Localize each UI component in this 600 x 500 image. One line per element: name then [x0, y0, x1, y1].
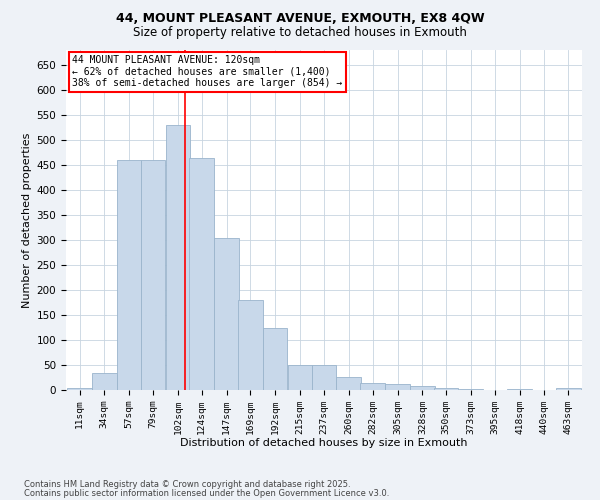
Text: Contains public sector information licensed under the Open Government Licence v3: Contains public sector information licen… — [24, 489, 389, 498]
Bar — [556, 388, 581, 390]
Bar — [67, 388, 92, 390]
Text: 44, MOUNT PLEASANT AVENUE, EXMOUTH, EX8 4QW: 44, MOUNT PLEASANT AVENUE, EXMOUTH, EX8 … — [116, 12, 484, 26]
Bar — [117, 160, 142, 390]
Bar — [458, 389, 483, 390]
Y-axis label: Number of detached properties: Number of detached properties — [22, 132, 32, 308]
Bar — [140, 160, 165, 390]
Bar — [190, 158, 214, 390]
Bar — [238, 300, 263, 390]
Text: Contains HM Land Registry data © Crown copyright and database right 2025.: Contains HM Land Registry data © Crown c… — [24, 480, 350, 489]
Bar — [385, 384, 410, 390]
Bar — [508, 388, 532, 390]
Bar — [410, 386, 434, 390]
Bar — [263, 328, 287, 390]
Bar — [288, 365, 313, 390]
Bar — [311, 365, 336, 390]
Bar — [337, 376, 361, 390]
Bar — [92, 372, 116, 390]
Bar — [360, 382, 385, 390]
Bar — [214, 238, 239, 390]
Text: 44 MOUNT PLEASANT AVENUE: 120sqm
← 62% of detached houses are smaller (1,400)
38: 44 MOUNT PLEASANT AVENUE: 120sqm ← 62% o… — [72, 55, 343, 88]
Bar — [434, 388, 458, 390]
X-axis label: Distribution of detached houses by size in Exmouth: Distribution of detached houses by size … — [180, 438, 468, 448]
Bar — [166, 125, 190, 390]
Title: 44, MOUNT PLEASANT AVENUE, EXMOUTH, EX8 4QW
Size of property relative to detache: 44, MOUNT PLEASANT AVENUE, EXMOUTH, EX8 … — [0, 499, 1, 500]
Text: Size of property relative to detached houses in Exmouth: Size of property relative to detached ho… — [133, 26, 467, 39]
